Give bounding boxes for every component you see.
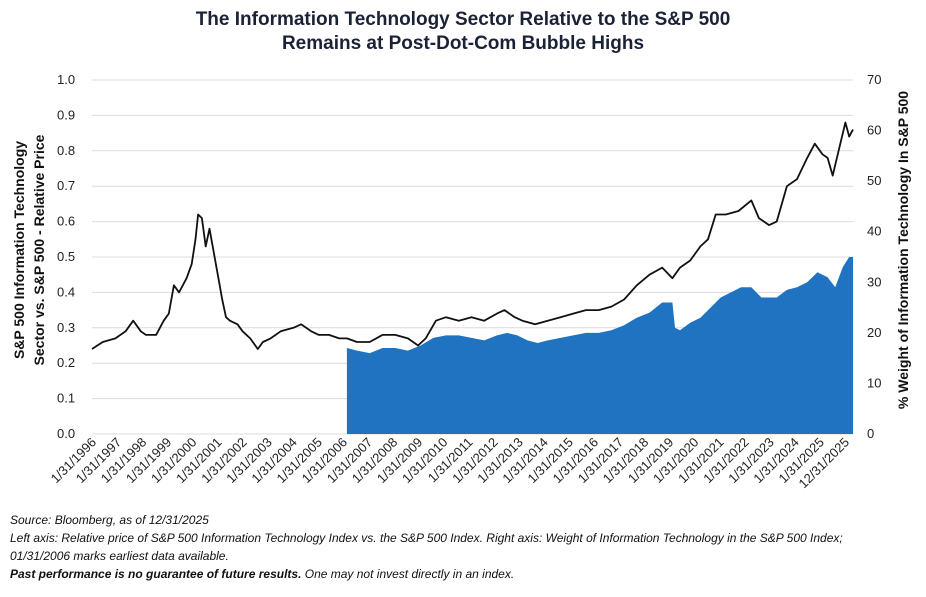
chart-title-line1: The Information Technology Sector Relati… bbox=[195, 9, 731, 30]
x-axis-ticks: 1/31/19961/31/19971/31/19981/31/19991/31… bbox=[48, 435, 853, 492]
left-axis-title-line1: S&P 500 Information Technology bbox=[11, 141, 27, 359]
relative-price-line-layer bbox=[91, 121, 854, 350]
disclaimer-bold: Past performance is no guarantee of futu… bbox=[10, 567, 302, 581]
source-note: Source: Bloomberg, as of 12/31/2025 bbox=[10, 513, 209, 527]
right-tick-label: 60 bbox=[867, 123, 881, 138]
left-axis-ticks: 1.0 0.9 0.8 0.7 0.6 0.5 0.4 0.3 0.2 0.1 0.0 bbox=[57, 72, 75, 441]
disclaimer-rest: One may not invest directly in an index. bbox=[301, 567, 515, 581]
left-tick-label: 0.4 bbox=[57, 284, 75, 299]
left-tick-label: 0.0 bbox=[57, 426, 75, 441]
chart-notes: Source: Bloomberg, as of 12/31/2025 Left… bbox=[10, 511, 920, 583]
left-axis-title-line2: Sector vs. S&P 500 - Relative Price bbox=[31, 134, 47, 365]
left-tick-label: 0.1 bbox=[57, 391, 75, 406]
left-tick-label: 0.8 bbox=[57, 143, 75, 158]
axes-note-line1: Left axis: Relative price of S&P 500 Inf… bbox=[10, 531, 843, 545]
chart-title-line2: Remains at Post-Dot-Com Bubble Highs bbox=[281, 33, 645, 54]
right-axis-ticks: 70 60 50 40 30 20 10 0 bbox=[867, 72, 881, 441]
right-tick-label: 40 bbox=[867, 224, 881, 239]
right-tick-label: 30 bbox=[867, 274, 881, 289]
right-axis-title: % Weight of Information Technology In S&… bbox=[895, 91, 911, 409]
right-tick-label: 10 bbox=[867, 375, 881, 390]
axes-note-line2: 01/31/2006 marks earliest data available… bbox=[10, 549, 229, 563]
right-tick-label: 0 bbox=[867, 426, 874, 441]
left-tick-label: 0.9 bbox=[57, 107, 75, 122]
it-weight-area-layer bbox=[346, 257, 853, 434]
chart-title: The Information Technology Sector Relati… bbox=[0, 8, 926, 56]
right-tick-label: 70 bbox=[867, 72, 881, 87]
it-weight-area bbox=[346, 257, 853, 434]
right-tick-label: 50 bbox=[867, 173, 881, 188]
relative-price-line bbox=[91, 121, 854, 350]
disclaimer: Past performance is no guarantee of futu… bbox=[10, 565, 920, 583]
right-tick-label: 20 bbox=[867, 325, 881, 340]
left-tick-label: 1.0 bbox=[57, 72, 75, 87]
left-tick-label: 0.2 bbox=[57, 355, 75, 370]
left-tick-label: 0.6 bbox=[57, 214, 75, 229]
chart-svg: 1.0 0.9 0.8 0.7 0.6 0.5 0.4 0.3 0.2 0.1 0.0 70 60 50… bbox=[11, 72, 911, 492]
left-tick-label: 0.5 bbox=[57, 249, 75, 264]
left-tick-label: 0.3 bbox=[57, 320, 75, 335]
left-tick-label: 0.7 bbox=[57, 178, 75, 193]
